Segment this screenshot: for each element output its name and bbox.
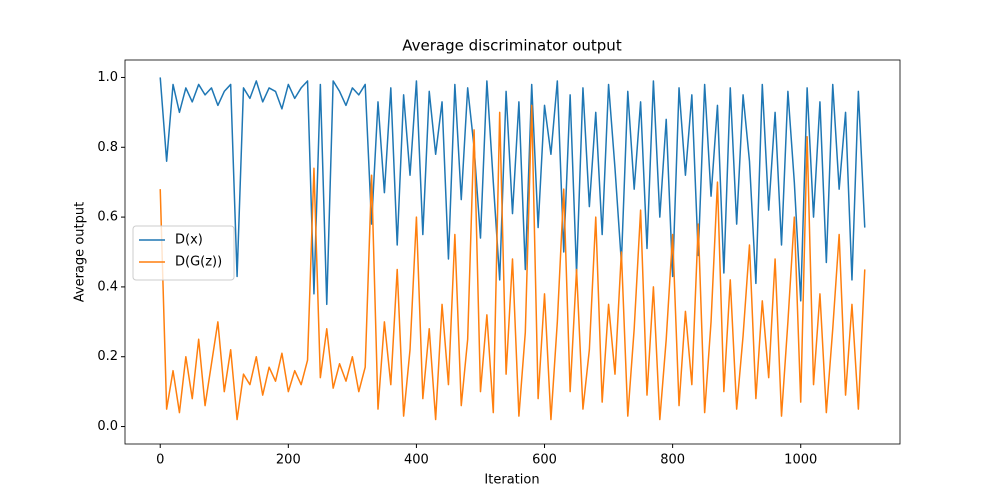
y-tick-label: 0.8 xyxy=(97,140,118,155)
x-tick-label: 200 xyxy=(276,453,301,468)
chart-title: Average discriminator output xyxy=(402,37,622,55)
series-line xyxy=(159,104,866,421)
y-tick-label: 0.0 xyxy=(97,419,118,434)
x-tick-label: 1000 xyxy=(784,453,817,468)
y-axis-label: Average output xyxy=(73,202,88,302)
axes-frame xyxy=(124,59,901,445)
legend-label: D(G(z)) xyxy=(175,255,222,270)
y-tick-label: 0.4 xyxy=(97,279,118,294)
y-tick-label: 0.6 xyxy=(97,210,118,225)
x-tick-label: 0 xyxy=(156,453,164,468)
y-tick-label: 0.2 xyxy=(97,349,118,364)
x-tick-label: 800 xyxy=(660,453,685,468)
series-line xyxy=(159,77,866,306)
x-tick-label: 400 xyxy=(404,453,429,468)
legend-label: D(x) xyxy=(175,233,203,248)
y-tick-label: 1.0 xyxy=(97,70,118,85)
x-tick-label: 600 xyxy=(532,453,557,468)
x-axis-label: Iteration xyxy=(484,473,539,488)
